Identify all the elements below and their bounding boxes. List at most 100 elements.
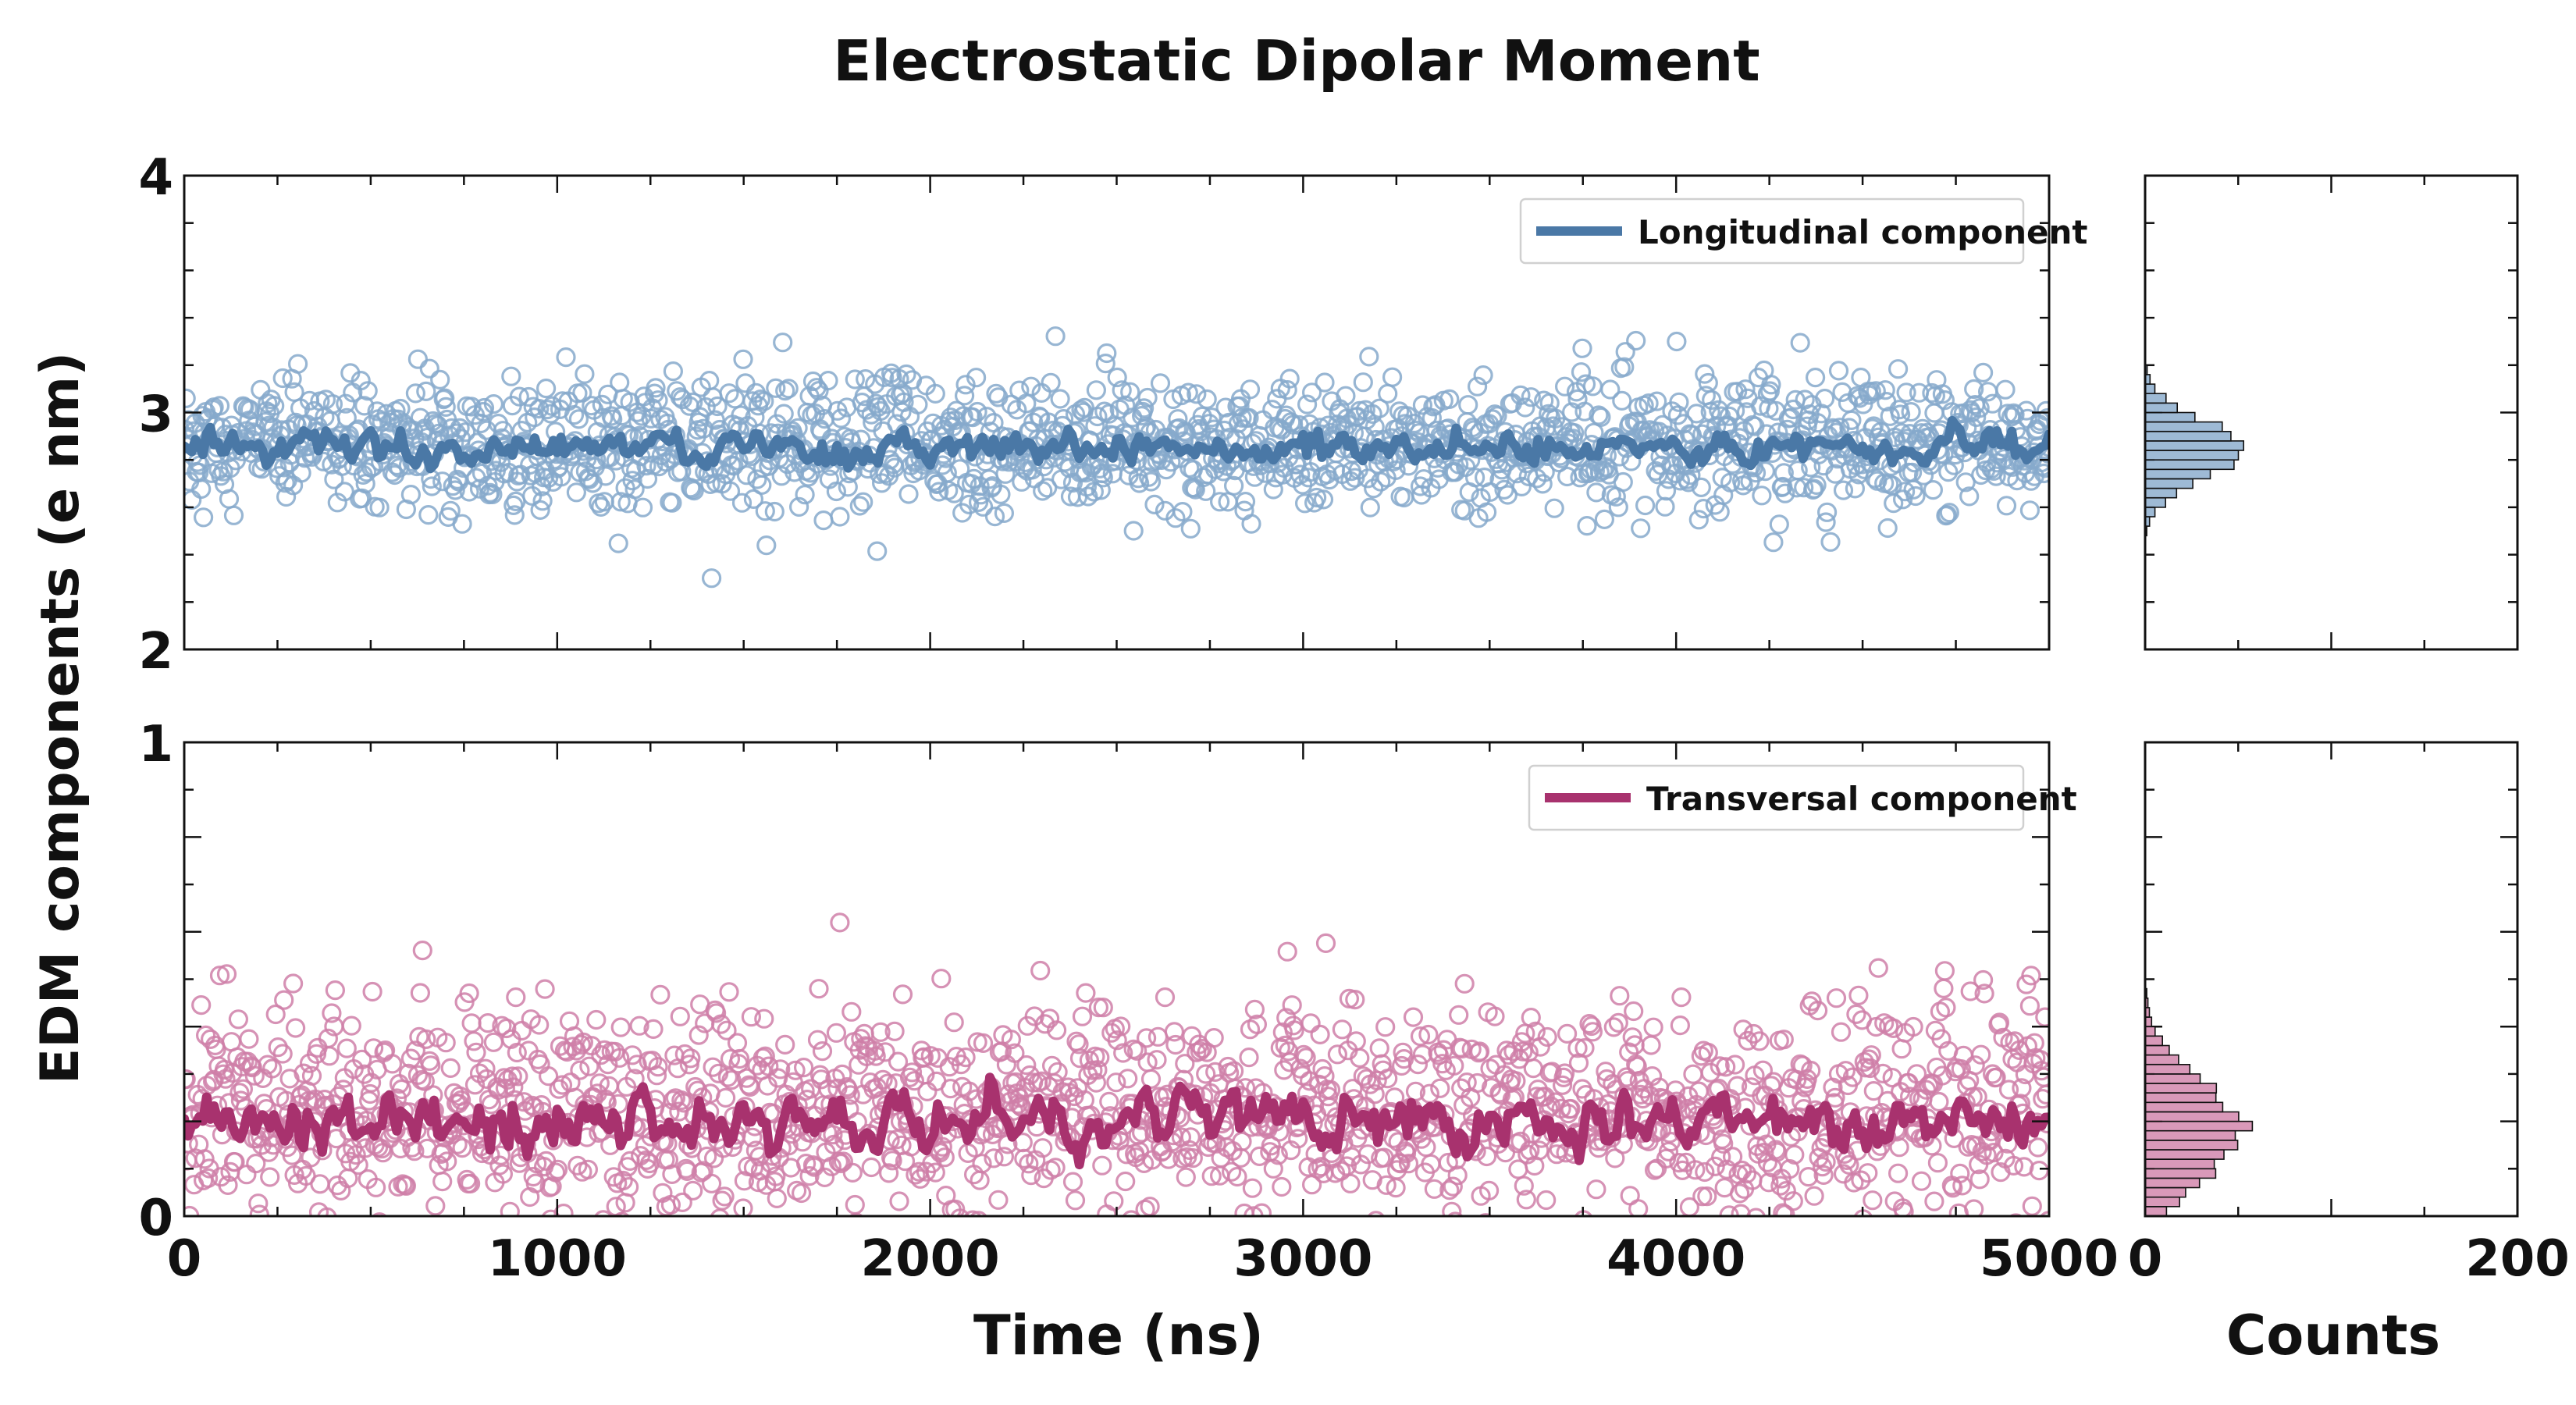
y-tick-label: 1 xyxy=(138,716,173,774)
scatter-point xyxy=(1107,1030,1127,1051)
scatter-point xyxy=(1735,379,1756,400)
scatter-point xyxy=(593,407,614,429)
scatter-point xyxy=(1069,1048,1091,1069)
scatter-point xyxy=(1497,485,1518,505)
hist-x-tick-label: 0 xyxy=(2128,1230,2163,1288)
scatter-point xyxy=(209,396,230,416)
scatter-point xyxy=(1845,478,1865,499)
scatter-point xyxy=(1808,1257,1825,1275)
scatter-point xyxy=(423,411,443,432)
scatter-point xyxy=(1407,1054,1429,1075)
scatter-point xyxy=(594,1040,614,1060)
scatter-point xyxy=(1752,486,1772,506)
scatter-point xyxy=(1113,1043,1133,1063)
scatter-point xyxy=(747,469,767,489)
scatter-point xyxy=(410,983,431,1003)
scatter-point xyxy=(2008,1213,2023,1216)
scatter-point xyxy=(242,1057,262,1078)
scatter-point xyxy=(1965,1055,1985,1076)
histogram-bar xyxy=(2144,1140,2239,1151)
scatter-point xyxy=(1192,1038,1212,1059)
scatter-point xyxy=(1016,1055,1037,1076)
scatter-point xyxy=(808,1232,825,1250)
scatter-point xyxy=(1775,483,1795,503)
scatter-point xyxy=(1467,376,1488,397)
scatter-point xyxy=(1769,514,1789,535)
scatter-point xyxy=(742,1127,763,1147)
scatter-point xyxy=(1839,1154,1859,1175)
scatter-point xyxy=(219,489,240,509)
histogram-bar xyxy=(2144,393,2167,404)
scatter-point xyxy=(856,369,876,389)
scatter-point xyxy=(568,1155,588,1176)
scatter-point xyxy=(564,404,585,425)
scatter-point xyxy=(1350,1048,1370,1069)
scatter-point xyxy=(2022,1196,2042,1216)
scatter-point xyxy=(734,1171,755,1191)
scatter-point xyxy=(1120,382,1140,402)
scatter-point xyxy=(288,354,308,374)
scatter-point xyxy=(1873,1063,1893,1084)
scatter-point xyxy=(1749,1031,1770,1051)
scatter-point xyxy=(741,1007,762,1027)
scatter-point xyxy=(1444,1055,1464,1076)
scatter-point xyxy=(1713,1133,1734,1154)
scatter-point xyxy=(366,1177,386,1197)
scatter-point xyxy=(258,1055,278,1075)
scatter-point xyxy=(1929,1091,1949,1112)
scatter-point xyxy=(1092,1219,1109,1236)
scatter-point xyxy=(1543,416,1564,436)
scatter-point xyxy=(818,371,838,391)
scatter-point xyxy=(1382,367,1403,387)
scatter-point xyxy=(1884,1018,1904,1039)
legend-box xyxy=(1519,197,2025,265)
scatter-point xyxy=(1986,1067,2006,1087)
scatter-point xyxy=(1093,998,1113,1018)
scatter-point xyxy=(2033,1089,2049,1109)
scatter-point xyxy=(572,382,592,403)
scatter-point xyxy=(1582,1022,1603,1042)
scatter-point xyxy=(988,1190,1009,1210)
scatter-point xyxy=(1511,1032,1532,1052)
scatter-point xyxy=(191,478,212,500)
scatter-point xyxy=(1900,1087,1920,1107)
y-tick-label: 0 xyxy=(138,1190,173,1247)
histogram-bar xyxy=(2144,507,2156,518)
scatter-point xyxy=(1875,380,1895,400)
scatter-point xyxy=(871,473,892,493)
chart-title: Electrostatic Dipolar Moment xyxy=(833,28,1759,94)
scatter-point xyxy=(1308,1158,1328,1179)
scatter-point xyxy=(1233,419,1254,439)
scatter-point xyxy=(672,1192,692,1213)
scatter-point xyxy=(1251,1203,1272,1216)
scatter-point xyxy=(246,1153,266,1174)
scatter-point xyxy=(1012,471,1032,492)
scatter-point xyxy=(1544,498,1564,518)
scatter-point xyxy=(1794,478,1814,498)
scatter-point xyxy=(1527,1087,1547,1107)
scatter-point xyxy=(720,481,741,501)
scatter-point xyxy=(685,462,706,482)
scatter-point xyxy=(1155,987,1176,1008)
scatter-point xyxy=(778,379,799,399)
scatter-point xyxy=(735,373,756,393)
scatter-point xyxy=(1567,1038,1588,1058)
scatter-point xyxy=(1934,961,1955,981)
scatter-point xyxy=(216,964,237,984)
scatter-point xyxy=(566,482,587,503)
scatter-point xyxy=(1353,372,1373,393)
scatter-point xyxy=(508,1066,528,1087)
scatter-point xyxy=(422,476,442,496)
scatter-point xyxy=(1161,452,1181,472)
scatter-point xyxy=(1116,1144,1137,1165)
scatter-point xyxy=(1122,1210,1140,1216)
scatter-point xyxy=(995,464,1016,484)
scatter-point xyxy=(1279,368,1300,389)
scatter-point xyxy=(1053,408,1074,429)
scatter-point xyxy=(1183,1147,1203,1168)
scatter-point xyxy=(1904,1223,1921,1240)
scatter-point xyxy=(632,497,653,518)
scatter-point xyxy=(282,1145,302,1165)
histogram-bar xyxy=(2144,459,2235,471)
scatter-point xyxy=(1364,478,1384,499)
